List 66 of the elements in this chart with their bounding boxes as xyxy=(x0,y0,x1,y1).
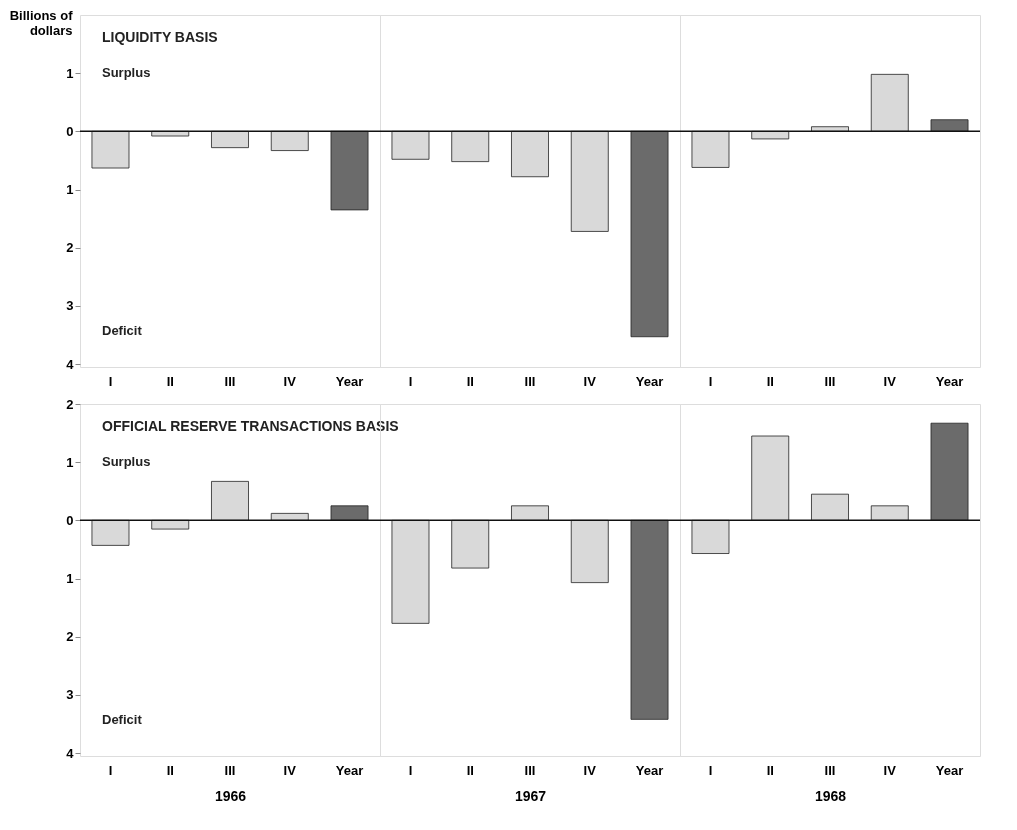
x-tick-label: I xyxy=(708,373,713,389)
x-tick-label: I xyxy=(408,762,413,778)
x-tick-label: Year xyxy=(635,373,664,389)
y-tick-label: 3 xyxy=(66,298,74,314)
y-tick-label: 2 xyxy=(66,396,74,412)
annotation: Deficit xyxy=(102,712,143,727)
y-tick-label: 1 xyxy=(66,65,74,81)
y-tick-label: 3 xyxy=(66,687,74,703)
x-axis-title: 1967 xyxy=(514,787,547,804)
bar xyxy=(751,435,790,521)
bar xyxy=(811,493,849,521)
x-tick-label: Year xyxy=(935,762,964,778)
bar xyxy=(930,119,969,132)
bar xyxy=(211,480,249,521)
bar xyxy=(930,422,969,521)
x-tick-label: IV xyxy=(583,373,597,389)
x-tick-label: II xyxy=(466,373,474,389)
y-tick-label: 0 xyxy=(66,512,74,528)
x-tick-label: IV xyxy=(883,762,897,778)
x-tick-label: II xyxy=(766,762,774,778)
text: LIQUIDITY BASIS xyxy=(102,29,218,45)
x-tick-label: Year xyxy=(335,373,364,389)
x-tick-label: I xyxy=(108,762,113,778)
bar xyxy=(870,73,909,132)
x-tick-label: II xyxy=(166,373,174,389)
bar xyxy=(811,126,849,132)
x-tick-label: Year xyxy=(335,762,364,778)
bar xyxy=(270,512,309,521)
y-tick-label: 4 xyxy=(66,745,75,761)
x-axis-title: 1966 xyxy=(214,787,247,804)
x-tick-label: Year xyxy=(635,762,664,778)
y-tick-label: 2 xyxy=(66,240,74,256)
x-tick-label: IV xyxy=(283,762,297,778)
x-tick-label: Year xyxy=(935,373,964,389)
x-tick-label: III xyxy=(824,373,836,389)
x-tick-label: III xyxy=(224,762,236,778)
x-tick-label: I xyxy=(408,373,413,389)
x-tick-label: IV xyxy=(583,762,597,778)
x-tick-label: III xyxy=(524,373,536,389)
y-tick-label: 0 xyxy=(66,123,74,139)
y-tick-label: 1 xyxy=(66,571,74,587)
x-tick-label: III xyxy=(524,762,536,778)
y-axis-title: Billions of dollars xyxy=(9,7,74,38)
y-tick-label: 1 xyxy=(66,454,74,470)
annotation: Surplus xyxy=(102,65,151,80)
x-tick-label: IV xyxy=(283,373,297,389)
annotation: Surplus xyxy=(102,454,151,469)
x-tick-label: I xyxy=(108,373,113,389)
bar xyxy=(91,519,130,546)
x-tick-label: II xyxy=(466,762,474,778)
x-tick-label: III xyxy=(824,762,836,778)
bar xyxy=(691,130,730,168)
x-tick-label: IV xyxy=(883,373,897,389)
x-tick-label: III xyxy=(224,373,236,389)
y-tick-label: 4 xyxy=(66,356,75,372)
bar xyxy=(870,505,909,521)
x-tick-label: II xyxy=(766,373,774,389)
x-axis-title: 1968 xyxy=(814,787,847,804)
annotation: Deficit xyxy=(102,323,143,338)
y-tick-label: 2 xyxy=(66,629,74,645)
bar xyxy=(691,519,730,554)
bar xyxy=(330,505,369,521)
x-tick-label: I xyxy=(708,762,713,778)
text: OFFICIAL RESERVE TRANSACTIONS BASIS xyxy=(102,418,399,434)
y-tick-label: 1 xyxy=(66,182,74,198)
x-tick-label: II xyxy=(166,762,174,778)
